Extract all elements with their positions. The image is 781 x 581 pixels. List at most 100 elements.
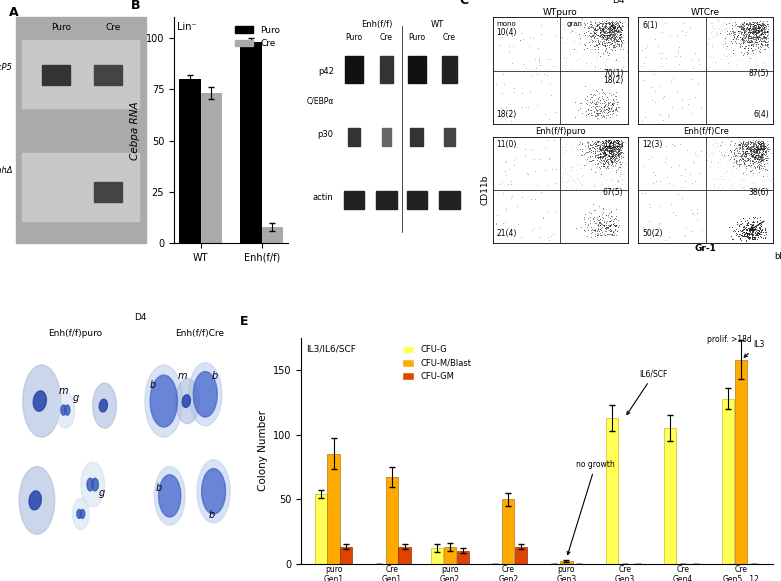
Point xyxy=(740,151,752,160)
Point xyxy=(584,97,597,106)
Point xyxy=(613,56,626,65)
Point xyxy=(722,19,735,28)
Point xyxy=(750,33,762,42)
Point xyxy=(747,234,759,243)
Point xyxy=(603,149,615,158)
Point xyxy=(595,161,608,170)
Point xyxy=(598,59,611,69)
Point xyxy=(599,149,612,159)
Point xyxy=(714,171,726,181)
Point xyxy=(596,21,608,31)
Point xyxy=(759,167,772,176)
Point xyxy=(761,27,774,36)
Point xyxy=(600,37,612,46)
Point xyxy=(597,143,609,152)
Point xyxy=(603,33,615,42)
Point xyxy=(614,29,626,38)
Point xyxy=(736,34,749,43)
Point xyxy=(734,145,747,154)
Point xyxy=(710,58,722,67)
Point xyxy=(744,138,756,147)
Point xyxy=(679,164,691,174)
Point xyxy=(608,42,621,52)
Point xyxy=(759,36,772,45)
Point xyxy=(765,35,778,44)
Point xyxy=(760,21,772,30)
Point xyxy=(746,152,758,162)
Point xyxy=(600,54,612,63)
Point xyxy=(658,18,671,27)
Point xyxy=(735,28,747,37)
Point xyxy=(609,21,622,31)
Point xyxy=(617,149,629,158)
Point xyxy=(608,17,621,27)
Point xyxy=(733,139,745,149)
Point xyxy=(755,29,768,38)
Point xyxy=(749,37,761,46)
Point xyxy=(734,20,747,29)
Point xyxy=(615,24,627,34)
Point xyxy=(744,19,757,28)
Point xyxy=(598,46,611,56)
Point xyxy=(750,26,762,35)
Point xyxy=(612,36,625,45)
Point xyxy=(582,142,594,152)
Point xyxy=(571,173,583,182)
Point xyxy=(597,24,610,33)
Point xyxy=(736,21,748,30)
Point xyxy=(600,25,612,34)
Point xyxy=(539,166,551,175)
Point xyxy=(606,21,619,30)
Point xyxy=(604,146,616,155)
Point xyxy=(605,29,618,38)
Point xyxy=(606,32,619,41)
Point xyxy=(600,44,612,53)
Point xyxy=(745,26,758,35)
Point xyxy=(757,137,769,146)
Point xyxy=(589,160,601,169)
Point xyxy=(736,142,748,152)
Point xyxy=(615,40,627,49)
Point xyxy=(584,28,597,38)
Point xyxy=(606,19,619,28)
Point xyxy=(594,26,607,35)
Point xyxy=(524,87,537,96)
Point xyxy=(740,24,752,34)
Point xyxy=(595,94,608,103)
Point xyxy=(593,19,605,28)
Point xyxy=(715,138,728,147)
Point xyxy=(747,145,759,155)
Point xyxy=(741,19,754,28)
Point xyxy=(745,229,758,239)
Point xyxy=(519,144,532,153)
Point xyxy=(733,29,745,38)
Point xyxy=(757,138,769,147)
Point xyxy=(748,218,761,227)
Point xyxy=(590,101,602,110)
Point xyxy=(612,223,624,232)
Point xyxy=(751,27,764,37)
Point xyxy=(572,105,585,114)
Point xyxy=(605,17,618,27)
Point xyxy=(597,220,610,229)
Point xyxy=(740,228,753,237)
Point xyxy=(603,151,615,160)
Point xyxy=(752,151,765,160)
Point xyxy=(585,59,597,68)
Point xyxy=(605,148,618,157)
Point xyxy=(576,146,588,155)
Point xyxy=(730,163,743,173)
Point xyxy=(765,149,778,158)
Point xyxy=(597,138,610,148)
Point xyxy=(608,146,620,156)
Point xyxy=(746,230,758,239)
Point xyxy=(607,231,619,240)
Point xyxy=(740,220,752,229)
Point xyxy=(745,162,758,171)
Point xyxy=(743,31,755,41)
Point xyxy=(601,154,613,163)
Point xyxy=(604,24,616,33)
Point xyxy=(606,100,619,109)
Point xyxy=(737,44,750,53)
Point xyxy=(731,144,744,153)
